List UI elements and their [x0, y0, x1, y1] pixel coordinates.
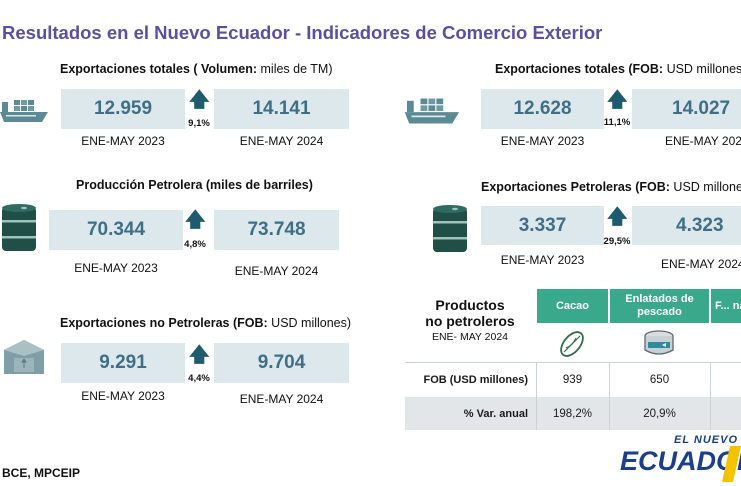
- section-title-oil-production-bold: Producción Petrolera (miles de barriles): [76, 178, 313, 192]
- table-row-fob: [405, 362, 741, 396]
- oil-exports-value-2024: 4.323: [632, 206, 741, 245]
- row-label-fob: FOB (USD millones): [423, 373, 528, 386]
- logo-main-text: ECUADOR: [620, 446, 741, 476]
- table-row-var: [405, 397, 741, 430]
- fob-period-2023: ENE-MAY 2023: [500, 134, 585, 148]
- non-oil-exports-period-2023: ENE-MAY 2023: [81, 389, 165, 403]
- header-third-product-label: F... na...: [715, 299, 741, 312]
- non-oil-exports-value-2024: 9.704: [214, 343, 349, 383]
- section-title-oil-production: Producción Petrolera (miles de barriles): [76, 178, 313, 192]
- fob-value-2023: 12.628: [481, 89, 604, 129]
- section-title-volume-light: miles de TM): [257, 62, 333, 76]
- enlatados-fob-value: 650: [649, 373, 670, 386]
- table-divider: [609, 362, 610, 430]
- row-label-var: % Var. anual: [463, 407, 528, 420]
- volume-period-2023: ENE-MAY 2023: [81, 134, 165, 148]
- section-title-non-oil-exports: Exportaciones no Petroleras (FOB: USD mi…: [60, 316, 351, 330]
- volume-pct-change: 9,1%: [188, 118, 210, 129]
- el-nuevo-ecuador-logo: EL NUEVO ECUADOR: [612, 432, 741, 486]
- non-oil-exports-pct-change: 4,4%: [188, 373, 210, 384]
- oil-production-pct-change: 4,8%: [184, 239, 206, 250]
- section-title-volume-bold: Exportaciones totales ( Volumen:: [60, 62, 258, 76]
- page-title: Resultados en el Nuevo Ecuador - Indicad…: [2, 22, 603, 43]
- table-divider: [710, 362, 711, 430]
- section-title-oil-exports-bold: Exportaciones Petroleras (FOB:: [481, 180, 670, 194]
- oil-exports-period-2024: ENE-MAY 2024: [661, 257, 741, 271]
- fob-value-2024: 14.027: [632, 89, 741, 129]
- oil-exports-pct-change: 29,5%: [603, 236, 631, 247]
- oil-production-period-2023: ENE-MAY 2023: [74, 261, 158, 275]
- section-title-fob-light: USD millones): [663, 62, 741, 76]
- logo-stripe-icon: [722, 446, 741, 482]
- oil-production-value-2023: 70.344: [49, 210, 183, 250]
- up-arrow-icon: 🡅: [607, 206, 628, 228]
- products-title-line1: Productos: [435, 297, 505, 313]
- table-divider: [536, 362, 537, 430]
- oil-exports-value-2023: 3.337: [481, 206, 604, 245]
- volume-period-2024: ENE-MAY 2024: [239, 134, 324, 148]
- header-third-product: F... na...: [711, 289, 741, 323]
- cacao-pod-icon: [560, 331, 584, 357]
- section-title-oil-exports: Exportaciones Petroleras (FOB: USD millo…: [481, 180, 741, 194]
- cacao-var-value: 198,2%: [552, 407, 592, 420]
- section-title-volume: Exportaciones totales ( Volumen: miles d…: [60, 62, 333, 76]
- non-oil-exports-value-2023: 9.291: [61, 343, 185, 383]
- section-title-fob: Exportaciones totales (FOB: USD millones…: [495, 62, 741, 76]
- section-title-fob-bold: Exportaciones totales (FOB:: [495, 62, 664, 76]
- up-arrow-icon: 🡅: [607, 89, 628, 111]
- volume-value-2023: 12.959: [61, 89, 185, 129]
- oil-barrel-icon: [433, 205, 467, 252]
- products-title: Productos no petroleros: [405, 297, 535, 329]
- non-oil-exports-period-2024: ENE-MAY 2024: [239, 392, 324, 406]
- up-arrow-icon: 🡅: [189, 89, 210, 111]
- section-title-oil-exports-light: USD millones): [673, 180, 741, 194]
- fob-pct-change: 11,1%: [603, 117, 631, 128]
- oil-exports-period-2023: ENE-MAY 2023: [500, 253, 585, 267]
- canned-fish-icon: [644, 330, 674, 355]
- source-note: BCE, MPCEIP: [2, 466, 81, 480]
- oil-production-period-2024: ENE-MAY 2024: [234, 264, 319, 278]
- section-title-non-oil-exports-bold: Exportaciones no Petroleras (FOB:: [60, 316, 268, 330]
- enlatados-var-value: 20,9%: [643, 407, 676, 420]
- up-arrow-icon: 🡅: [189, 344, 210, 366]
- oil-barrel-icon: [2, 204, 36, 251]
- cargo-ship-icon: [0, 100, 48, 122]
- logo-top-text: EL NUEVO: [674, 434, 739, 446]
- header-enlatados: Enlatados de pescado: [610, 289, 709, 323]
- cacao-fob-value: 939: [562, 373, 583, 386]
- oil-production-value-2024: 73.748: [214, 210, 339, 250]
- volume-value-2024: 14.141: [214, 89, 349, 129]
- cargo-ship-icon: [404, 98, 460, 124]
- section-title-non-oil-exports-light: USD millones): [267, 316, 352, 330]
- products-title-line2: no petroleros: [425, 313, 515, 329]
- products-subtitle: ENE- MAY 2024: [431, 331, 509, 343]
- header-cacao: Cacao: [537, 289, 608, 323]
- fob-period-2024: ENE-MAY 2024: [665, 134, 741, 148]
- up-arrow-icon: 🡅: [185, 209, 206, 231]
- cargo-box-icon: [4, 340, 44, 374]
